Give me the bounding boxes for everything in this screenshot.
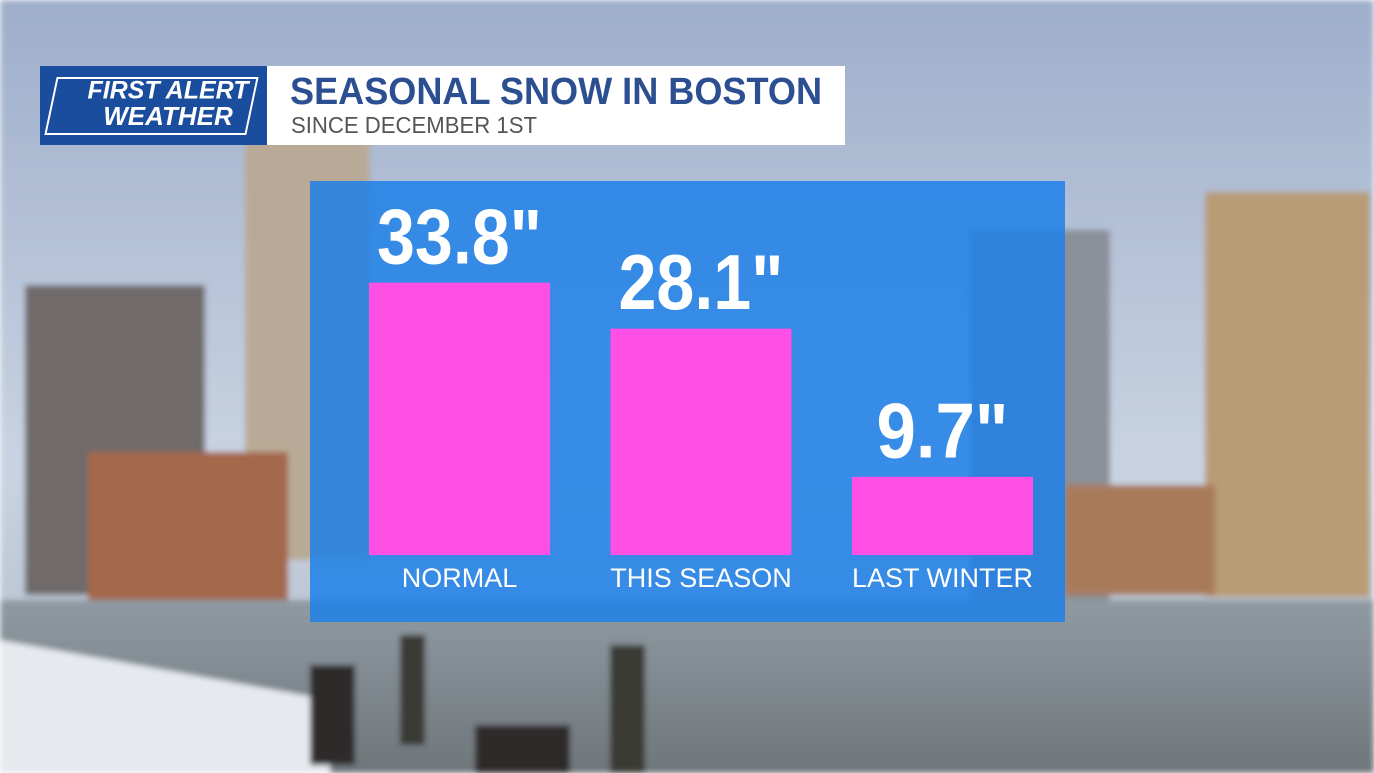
title-box (267, 66, 845, 145)
logo-frame (44, 77, 259, 135)
logo-line2: WEATHER (103, 101, 233, 131)
value-label: 28.1" (619, 238, 784, 326)
x-tick-label: LAST WINTER (852, 563, 1033, 593)
bar (610, 328, 792, 555)
x-tick-label: THIS SEASON (610, 563, 792, 593)
bar (852, 476, 1033, 555)
value-label: 33.8" (377, 192, 542, 280)
logo-box (40, 66, 267, 145)
chart-title: SEASONAL SNOW IN BOSTON (290, 71, 822, 113)
header: FIRST ALERT WEATHER SEASONAL SNOW IN BOS… (40, 66, 845, 145)
value-label: 9.7" (877, 386, 1009, 474)
logo-line1: FIRST ALERT (87, 77, 251, 105)
chart-subtitle: SINCE DECEMBER 1ST (291, 112, 537, 138)
bar (369, 282, 550, 555)
x-tick-label: NORMAL (402, 563, 518, 593)
